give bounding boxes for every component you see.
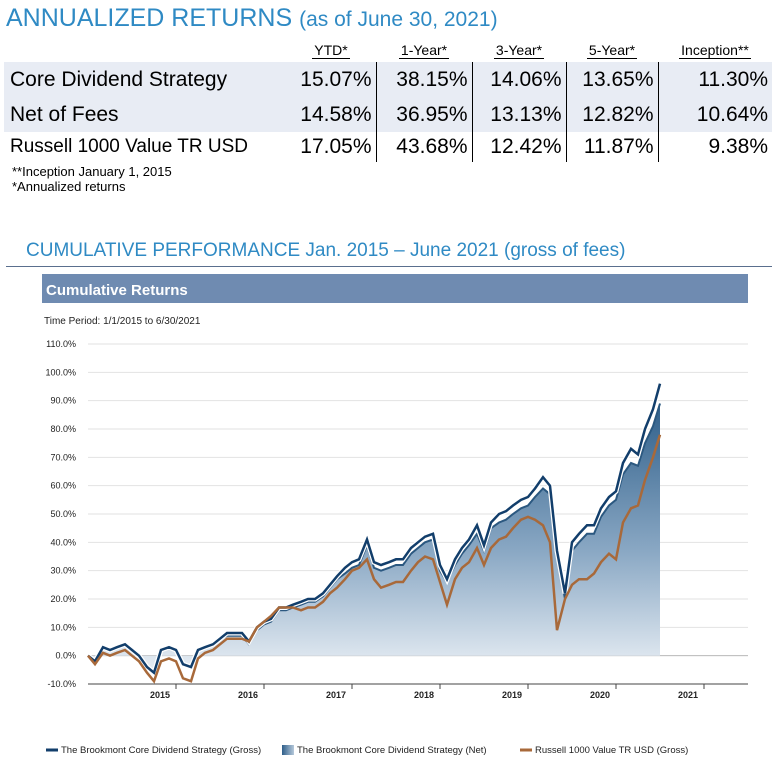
y-tick-label: 50.0% <box>50 509 76 519</box>
x-tick-label: 2020 <box>590 690 610 700</box>
cell-value: 10.64% <box>658 97 772 132</box>
footnote-inception: **Inception January 1, 2015 <box>12 164 172 179</box>
chart-banner <box>42 274 748 303</box>
cell-value: 11.30% <box>658 62 772 97</box>
row-label: Net of Fees <box>4 97 286 132</box>
cell-value: 13.13% <box>472 97 567 132</box>
y-tick-label: 70.0% <box>50 452 76 462</box>
x-tick-label: 2021 <box>678 690 698 700</box>
y-tick-label: 60.0% <box>50 481 76 491</box>
benchmark-line <box>87 434 662 684</box>
legend-gross-label: The Brookmont Core Dividend Strategy (Gr… <box>61 745 261 756</box>
y-tick-label: 90.0% <box>50 396 76 406</box>
cell-value: 38.15% <box>376 62 473 97</box>
x-tick-label: 2017 <box>326 690 346 700</box>
x-tick-label: 2015 <box>150 690 170 700</box>
y-tick-label: 80.0% <box>50 424 76 434</box>
cell-value: 14.06% <box>472 62 567 97</box>
col-header-3yr: 3-Year* <box>493 42 545 59</box>
cell-value: 12.42% <box>472 132 567 162</box>
cell-value: 11.87% <box>566 132 659 162</box>
y-tick-label: 110.0% <box>46 339 76 349</box>
y-tick-label: 100.0% <box>45 367 76 377</box>
col-header-1yr: 1-Year* <box>398 42 450 59</box>
footnotes: **Inception January 1, 2015 *Annualized … <box>12 164 172 194</box>
x-tick-label: 2018 <box>414 690 434 700</box>
y-tick-label: 40.0% <box>50 537 76 547</box>
chart-legend: The Brookmont Core Dividend Strategy (Gr… <box>46 745 688 756</box>
section-divider <box>6 266 772 267</box>
x-tick-label: 2016 <box>238 690 258 700</box>
legend-net-label: The Brookmont Core Dividend Strategy (Ne… <box>297 745 487 756</box>
col-header-ytd: YTD* <box>312 42 350 59</box>
annualized-returns-title: ANNUALIZED RETURNS (as of June 30, 2021) <box>6 4 498 33</box>
chart-svg: Cumulative Returns Time Period: 1/1/2015… <box>42 274 748 756</box>
table-row: Core Dividend Strategy 15.07% 38.15% 14.… <box>4 62 772 97</box>
y-tick-label: 0.0% <box>55 651 76 661</box>
legend-net-swatch <box>282 745 294 755</box>
cumulative-performance-title: CUMULATIVE PERFORMANCE Jan. 2015 – June … <box>26 240 626 261</box>
table-row: Net of Fees 14.58% 36.95% 13.13% 12.82% … <box>4 97 772 132</box>
footnote-annualized: *Annualized returns <box>12 179 126 194</box>
legend-benchmark-label: Russell 1000 Value TR USD (Gross) <box>535 745 688 756</box>
x-tick-label: 2019 <box>502 690 522 700</box>
gross-line <box>87 383 662 675</box>
cumulative-returns-chart: Cumulative Returns Time Period: 1/1/2015… <box>0 270 775 770</box>
row-label: Russell 1000 Value TR USD <box>10 136 248 157</box>
cell-value: 9.38% <box>708 135 768 158</box>
row-label: Core Dividend Strategy <box>4 62 286 97</box>
col-header-5yr: 5-Year* <box>586 42 638 59</box>
table-row: Russell 1000 Value TR USD 17.05% 43.68% … <box>4 132 772 162</box>
cell-value: 17.05% <box>286 132 377 162</box>
y-tick-label: 30.0% <box>50 566 76 576</box>
annualized-returns-heading: ANNUALIZED RETURNS <box>6 4 293 32</box>
chart-period: Time Period: 1/1/2015 to 6/30/2021 <box>44 316 201 327</box>
net-area <box>88 403 660 673</box>
chart-title: Cumulative Returns <box>46 282 188 299</box>
cell-value: 43.68% <box>376 132 473 162</box>
annualized-returns-date: (as of June 30, 2021) <box>299 8 498 31</box>
y-tick-label: 20.0% <box>50 594 76 604</box>
cell-value: 12.82% <box>566 97 659 132</box>
plot-area: -10.0% 0.0% 10.0% 20.0% 30.0% 40.0% 50.0% 60.0%… <box>45 339 748 700</box>
returns-table: YTD* 1-Year* 3-Year* 5-Year* Inception**… <box>4 40 772 162</box>
cell-value: 13.65% <box>566 62 659 97</box>
cell-value: 14.58% <box>286 97 377 132</box>
cell-value: 36.95% <box>376 97 473 132</box>
table-corner <box>4 40 286 62</box>
col-header-inception: Inception** <box>679 42 751 59</box>
cell-value: 15.07% <box>286 62 377 97</box>
y-tick-label: -10.0% <box>47 679 76 689</box>
y-tick-label: 10.0% <box>50 622 76 632</box>
